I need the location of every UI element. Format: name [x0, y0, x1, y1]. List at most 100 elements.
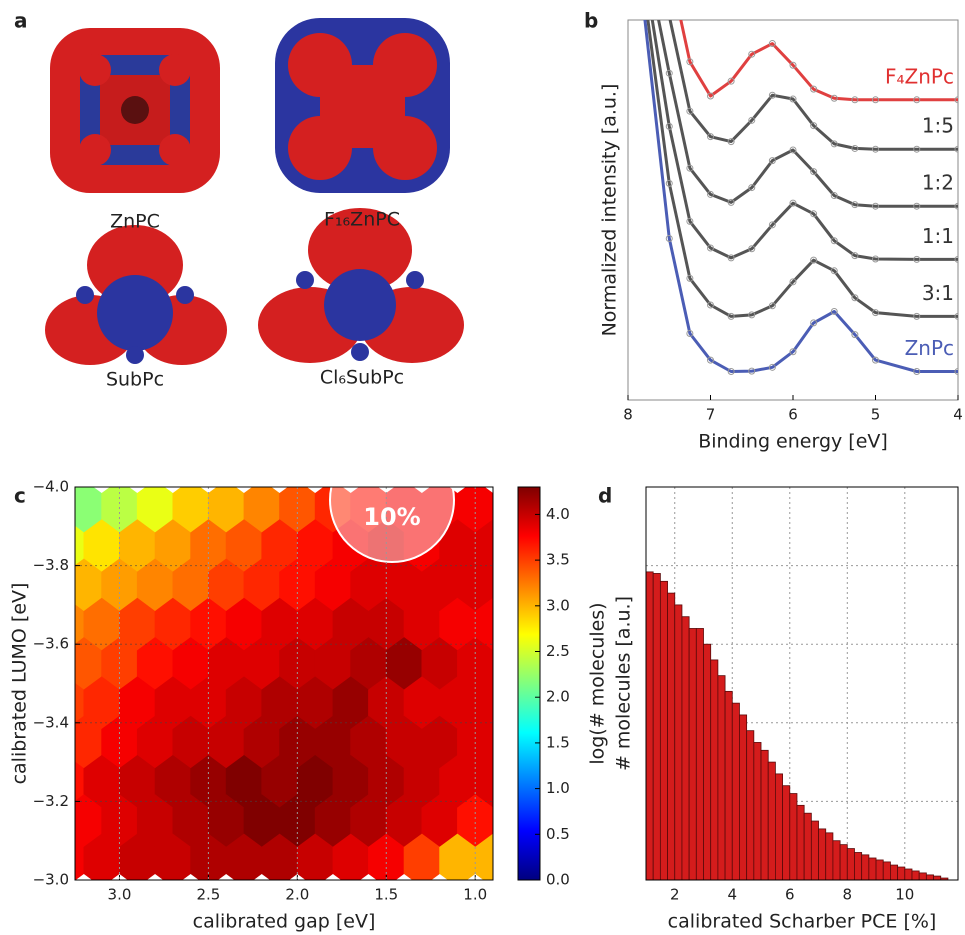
hex-cell	[314, 794, 352, 848]
data-point	[851, 331, 859, 339]
y-tick-label: −3.6	[33, 635, 69, 653]
colorbar-tick-label: 3.0	[546, 596, 570, 614]
histogram-bar	[724, 690, 733, 881]
hex-cell	[350, 715, 387, 770]
hex-cell	[75, 604, 85, 645]
hex-cell	[225, 755, 263, 809]
annotation: 10%	[363, 503, 420, 531]
y-tick-label: −4.0	[33, 478, 69, 496]
hex-cell	[314, 558, 352, 612]
data-point	[954, 145, 958, 153]
data-point	[748, 245, 756, 253]
data-point	[748, 367, 756, 375]
histogram-bar	[695, 628, 704, 881]
molecule-znpc	[50, 28, 220, 193]
hex-cell	[279, 487, 316, 534]
data-point	[954, 312, 958, 320]
hex-cell	[297, 597, 334, 652]
colorbar-tick-label: 2.0	[546, 688, 570, 706]
hex-cell	[243, 715, 280, 770]
histogram-bar	[825, 832, 834, 881]
colorbar-tick-label: 3.5	[546, 551, 570, 569]
data-point	[666, 13, 672, 19]
histogram-bar	[832, 840, 841, 881]
y-tick-label: −3.0	[33, 871, 69, 889]
histogram-bar	[882, 861, 891, 881]
histogram-bar	[753, 742, 762, 881]
x-tick-label: 7	[706, 406, 716, 424]
histogram-bar	[810, 820, 819, 881]
panel-label: b	[584, 9, 598, 33]
data-point	[686, 330, 694, 337]
histogram-bar	[911, 870, 920, 881]
hex-cell	[350, 558, 387, 612]
hex-cell	[172, 487, 209, 534]
hex-cell	[457, 558, 493, 612]
hex-cell	[225, 519, 263, 573]
histogram-bar	[703, 643, 712, 881]
colorbar-tick-label: 2.5	[546, 642, 570, 660]
hex-cell	[350, 637, 387, 691]
x-axis-label: Binding energy [eV]	[698, 431, 888, 453]
histogram-bar	[746, 730, 755, 881]
hex-cell	[75, 761, 85, 802]
data-point	[707, 244, 714, 252]
hex-cell	[421, 715, 458, 770]
hex-cell	[172, 558, 209, 612]
hex-cell	[261, 519, 298, 573]
hex-cell	[421, 487, 458, 534]
histogram-bar	[868, 857, 877, 881]
data-point	[748, 311, 756, 319]
hex-cell	[385, 794, 423, 848]
hex-cell	[403, 597, 440, 652]
data-point	[727, 368, 735, 375]
hex-cell	[385, 715, 423, 770]
data-point	[810, 319, 818, 327]
hex-cell	[75, 682, 85, 724]
data-point	[830, 267, 838, 275]
hex-cell	[297, 755, 334, 809]
data-point	[707, 356, 714, 364]
histogram-bar	[717, 675, 726, 881]
histogram-bar	[645, 571, 654, 881]
histogram-bar	[904, 868, 913, 881]
hex-cell	[136, 558, 174, 612]
hex-cell	[474, 755, 493, 809]
series-label: 1:1	[922, 224, 954, 248]
histogram-bar	[760, 749, 769, 881]
data-point	[768, 221, 776, 229]
hex-cell	[83, 597, 120, 652]
hex-cell	[385, 487, 423, 534]
histogram-bar	[659, 580, 668, 881]
panel-label: a	[14, 9, 28, 33]
panel-label: d	[598, 484, 612, 508]
hex-cell	[208, 794, 245, 848]
colorbar-tick-label: 0.5	[546, 825, 570, 843]
data-point	[954, 202, 958, 210]
hex-cell	[261, 755, 298, 809]
hex-cell	[243, 637, 280, 691]
hex-cell	[208, 558, 245, 612]
data-point	[872, 145, 879, 153]
series-label: 1:5	[922, 114, 954, 138]
histogram-bar	[782, 785, 791, 881]
x-axis-label: calibrated gap [eV]	[193, 911, 376, 933]
x-tick-label: 3.0	[108, 886, 132, 904]
histogram-bar	[933, 875, 942, 881]
hex-cell	[368, 833, 405, 880]
data-point	[913, 96, 921, 104]
data-point	[810, 122, 818, 130]
hex-cell	[385, 558, 423, 612]
histogram-bar	[861, 854, 870, 881]
hex-cell	[190, 519, 227, 573]
hex-cell	[403, 755, 440, 809]
hex-cell	[136, 637, 174, 691]
data-point	[851, 96, 859, 104]
data-point	[872, 96, 879, 104]
hex-cell	[83, 676, 120, 730]
data-point	[748, 116, 756, 124]
data-point	[810, 256, 818, 264]
hex-cell	[297, 676, 334, 730]
data-point	[665, 179, 673, 187]
hex-cell	[368, 755, 405, 809]
